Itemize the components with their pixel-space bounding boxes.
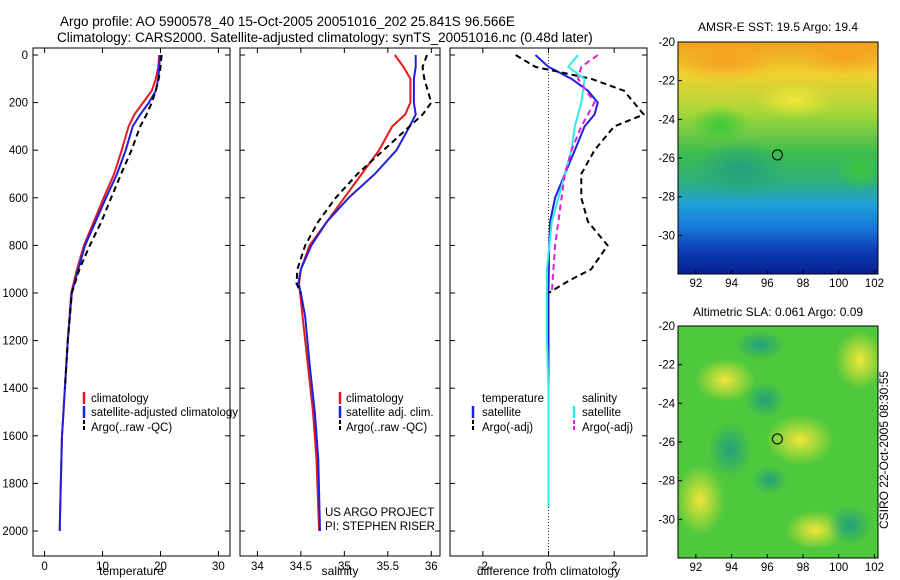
x-tick-label: 20 [154, 561, 167, 573]
map-x-tick-label: 92 [689, 278, 702, 290]
map-y-tick-label: -30 [658, 230, 675, 242]
x-axis-label: temperature [99, 564, 164, 578]
map-x-tick-label: 102 [865, 562, 884, 574]
legend-label-sal-argo: Argo(-adj) [582, 422, 633, 434]
map-x-tick-label: 92 [689, 562, 702, 574]
depth-tick-label: 1400 [2, 383, 28, 395]
series-line-satellite-adjusted-climatology [58, 54, 161, 532]
x-tick-label: 0 [41, 561, 47, 573]
x-tick-label: 35.5 [377, 561, 399, 573]
legend-label-temp-satellite: satellite [482, 407, 521, 419]
legend-label-sal-satellite: satellite [582, 407, 621, 419]
map-y-tick-label: -30 [658, 514, 675, 526]
salinity-legend: climatology satellite adj. clim. Argo(..… [325, 392, 435, 533]
map-y-tick-label: -24 [658, 114, 675, 126]
depth-axis: 0 200 400 600 800 1000 1200 1400 1600 1800 2000 [2, 50, 28, 538]
sst-map-image [678, 42, 878, 274]
map-x-tick-label: 98 [797, 562, 810, 574]
x-tick-label: 35 [338, 561, 351, 573]
legend-label-climatology: climatology [346, 393, 404, 405]
map-y-tick-label: -20 [658, 37, 675, 49]
series-line-temperature-argo-adj- [515, 54, 645, 294]
map-x-tick-label: 94 [725, 278, 738, 290]
series-line-argo-raw-qc- [295, 54, 433, 294]
depth-tick-label: 1800 [2, 478, 28, 490]
difference-plot [515, 48, 645, 556]
x-tick-label: 0 [545, 561, 551, 573]
series-line-argo-raw-qc- [63, 54, 163, 389]
map-y-tick-label: -20 [658, 321, 675, 333]
legend-label-climatology: climatology [91, 393, 149, 405]
x-tick-label: 34 [251, 561, 264, 573]
legend-label-satellite-adj: satellite adj. clim. [346, 407, 434, 419]
legend-label-satellite-adjusted: satellite-adjusted climatology [91, 407, 238, 419]
depth-tick-label: 1000 [2, 288, 28, 300]
temperature-legend: climatology satellite-adjusted climatolo… [82, 392, 238, 434]
x-axis-label: difference from climatology [477, 564, 620, 578]
map-x-tick-label: 94 [725, 562, 738, 574]
map-y-tick-label: -26 [658, 153, 675, 165]
sst-argo-location-marker [771, 149, 783, 161]
temperature-panel-frame [32, 47, 231, 557]
depth-tick-label: 2000 [2, 526, 28, 538]
map-y-tick-label: -22 [658, 76, 675, 88]
sla-map-axes: 92 94 96 98 100 102 -20 -22 -24 -26 -28 -30 [658, 321, 884, 574]
map-x-tick-label: 96 [761, 278, 774, 290]
series-line-climatology [298, 54, 412, 532]
sst-map-axes: 92 94 96 98 100 102 -20 -22 -24 -26 -28 -30 [658, 37, 884, 290]
map-y-tick-label: -26 [658, 437, 675, 449]
sla-argo-location-marker [771, 433, 783, 445]
sla-map-title: Altimetric SLA: 0.061 Argo: 0.09 [693, 305, 863, 319]
project-name: US ARGO PROJECT [325, 507, 434, 519]
legend-label-temp-argo: Argo(-adj) [482, 422, 533, 434]
depth-tick-label: 200 [9, 98, 28, 110]
map-x-tick-label: 98 [797, 278, 810, 290]
depth-tick-label: 0 [22, 50, 28, 62]
x-tick-label: 36 [425, 561, 438, 573]
series-line-satellite-adj-clim- [297, 55, 417, 532]
salinity-plot [295, 54, 433, 532]
map-x-tick-label: 100 [829, 278, 848, 290]
figure-title-line-2: Climatology: CARS2000. Satellite-adjuste… [57, 30, 593, 45]
temperature-plot [58, 54, 163, 532]
x-tick-label: 34.5 [290, 561, 312, 573]
sst-map-title: AMSR-E SST: 19.5 Argo: 19.4 [698, 20, 858, 34]
legend-header-salinity: salinity [582, 393, 617, 405]
map-y-tick-label: -24 [658, 398, 675, 410]
salinity-panel-frame [239, 47, 441, 557]
sla-map-image [678, 326, 878, 558]
depth-tick-label: 800 [9, 240, 28, 252]
map-x-tick-label: 100 [829, 562, 848, 574]
salinity-x-axis: 34 34.5 35 35.5 36 salinity [240, 48, 440, 578]
legend-header-temperature: temperature [482, 393, 544, 405]
principal-investigator: PI: STEPHEN RISER [325, 521, 435, 533]
series-line-salinity-argo-adj- [550, 54, 599, 294]
map-y-tick-label: -22 [658, 360, 675, 372]
map-x-tick-label: 102 [865, 278, 884, 290]
depth-tick-label: 600 [9, 193, 28, 205]
x-tick-label: 30 [212, 561, 225, 573]
series-line-salinity-satellite [545, 54, 586, 508]
legend-label-argo-raw: Argo(..raw -QC) [346, 422, 427, 434]
map-y-tick-label: -28 [658, 192, 675, 204]
figure-title-line-1: Argo profile: AO 5900578_40 15-Oct-2005 … [60, 14, 515, 29]
temperature-x-axis: 0 10 20 30 temperature [33, 48, 230, 578]
series-line-climatology [58, 54, 161, 532]
x-tick-label: -2 [478, 561, 488, 573]
map-y-tick-label: -28 [658, 476, 675, 488]
legend-label-argo-raw: Argo(..raw -QC) [91, 422, 172, 434]
x-axis-label: salinity [322, 564, 359, 578]
difference-legend: temperature salinity satellite Argo(-adj… [471, 393, 633, 434]
x-tick-label: 2 [611, 561, 617, 573]
x-tick-label: 10 [96, 561, 109, 573]
depth-tick-label: 1600 [2, 431, 28, 443]
series-line-temperature-satellite [534, 54, 599, 508]
map-x-tick-label: 96 [761, 562, 774, 574]
depth-tick-label: 1200 [2, 336, 28, 348]
depth-tick-label: 400 [9, 145, 28, 157]
